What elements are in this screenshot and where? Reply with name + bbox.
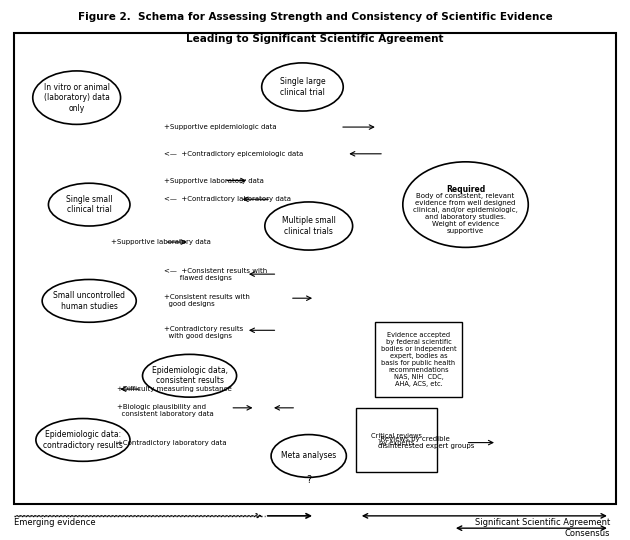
Text: Meta analyses: Meta analyses: [281, 451, 336, 461]
Text: +Contradictory laboratory data: +Contradictory laboratory data: [117, 440, 227, 445]
Bar: [356, 408, 437, 472]
Text: Single large
clinical trial: Single large clinical trial: [280, 77, 325, 97]
Text: In vitro or animal
(laboratory) data
only: In vitro or animal (laboratory) data onl…: [43, 83, 110, 112]
Bar: [375, 322, 462, 397]
Text: Figure 2.  Schema for Assessing Strength and Consistency of Scientific Evidence: Figure 2. Schema for Assessing Strength …: [77, 12, 553, 23]
Text: <—  +Contradictory epicemiologic data: <— +Contradictory epicemiologic data: [164, 151, 304, 157]
Ellipse shape: [33, 71, 120, 124]
Ellipse shape: [49, 183, 130, 226]
Text: Evidence accepted
by federal scientific
bodies or independent
expert, bodies as
: Evidence accepted by federal scientific …: [381, 332, 456, 387]
Text: Body of consistent, relevant
evidence from well designed
clinical, and/or epidem: Body of consistent, relevant evidence fr…: [413, 193, 518, 234]
Text: +Biologic plausibility and
  consistent laboratory data: +Biologic plausibility and consistent la…: [117, 404, 214, 417]
Ellipse shape: [42, 280, 136, 322]
Text: Single small
clinical trial: Single small clinical trial: [66, 195, 113, 214]
Ellipse shape: [261, 63, 343, 111]
Text: Small uncontrolled
human studies: Small uncontrolled human studies: [53, 291, 125, 310]
Text: +Supportive laboratory data: +Supportive laboratory data: [164, 178, 265, 184]
Text: Emerging evidence: Emerging evidence: [14, 518, 96, 528]
Ellipse shape: [142, 354, 237, 397]
Text: Epidemiologic data,
consistent results: Epidemiologic data, consistent results: [152, 366, 227, 386]
Text: <—  +Contradictory laboratory data: <— +Contradictory laboratory data: [164, 196, 292, 202]
Text: +Consistent results with
  good designs: +Consistent results with good designs: [164, 294, 250, 307]
Text: <—  +Consistent results with
       flawed designs: <— +Consistent results with flawed desig…: [164, 268, 268, 281]
Ellipse shape: [271, 435, 346, 477]
Ellipse shape: [403, 162, 529, 247]
Text: Leading to Significant Scientific Agreement: Leading to Significant Scientific Agreem…: [186, 34, 444, 44]
Text: Required: Required: [446, 185, 485, 194]
Text: -Reviews by credible
disinterested expert groups: -Reviews by credible disinterested exper…: [378, 436, 474, 449]
Text: Epidemiologic data:
contradictory results: Epidemiologic data: contradictory result…: [43, 430, 123, 450]
Text: Consensus: Consensus: [564, 529, 610, 538]
Ellipse shape: [265, 202, 353, 250]
Text: Critical reviews
by experts: Critical reviews by experts: [371, 434, 422, 447]
Text: +Supportive laboratory data: +Supportive laboratory data: [111, 239, 211, 245]
Text: +Contradictory results
  with good designs: +Contradictory results with good designs: [164, 327, 244, 340]
Text: ?: ?: [306, 475, 311, 485]
Ellipse shape: [36, 418, 130, 461]
Text: Multiple small
clinical trials: Multiple small clinical trials: [282, 217, 336, 235]
Bar: [14, 33, 616, 504]
Text: +Difficulty measuring substance: +Difficulty measuring substance: [117, 386, 232, 392]
Text: Significant Scientific Agreement: Significant Scientific Agreement: [474, 518, 610, 528]
Text: +Supportive epidemiologic data: +Supportive epidemiologic data: [164, 124, 277, 130]
